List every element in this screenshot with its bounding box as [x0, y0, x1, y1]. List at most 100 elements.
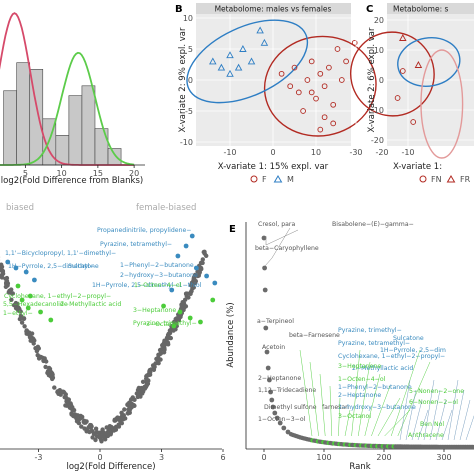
- legend-fn-label: FN: [431, 175, 442, 184]
- rank-point: [262, 287, 268, 293]
- rank-point: [261, 235, 267, 241]
- rank-point: [470, 444, 474, 450]
- volcano-point: [36, 356, 42, 361]
- volcano-point: [3, 276, 8, 281]
- x-tick-label: 3: [159, 453, 164, 462]
- fn-point: [410, 119, 417, 125]
- volcano-point: [135, 394, 140, 400]
- volcano-point: [193, 279, 198, 284]
- legend-f-label: F: [262, 175, 267, 184]
- panel-c-y-label: X-variate 2: 6% expl. var: [367, 27, 377, 132]
- rank-label-blue: 1−Phenyl−2−butanone: [338, 384, 412, 391]
- x-tick-label: -3: [35, 453, 43, 462]
- volcano-point: [157, 347, 163, 353]
- legend-m-label: M: [287, 175, 294, 184]
- x-tick-label: 10: [57, 169, 67, 178]
- rank-label-gray: Acetoin: [262, 344, 285, 351]
- volcano-point: [140, 379, 146, 384]
- volcano-point: [116, 424, 122, 429]
- volcano-point: [0, 275, 5, 280]
- panel-label-b: B: [175, 4, 183, 15]
- y-tick-label: 0: [188, 76, 193, 85]
- panel-d-volcano: Propanedinitrile, propylidene− Pyrazine, …: [0, 227, 218, 444]
- volcano-point: [168, 335, 173, 341]
- leader-line: [459, 399, 471, 441]
- volcano-point: [184, 293, 189, 298]
- volcano-point: [76, 420, 82, 426]
- panel-a-histogram: [0, 12, 135, 166]
- x-tick-label: 200: [376, 453, 391, 462]
- panel-c-scatter: -30 -20 -10 20 10 0 -10 -20: [349, 14, 474, 159]
- volcano-point: [144, 376, 149, 381]
- volcano-point: [119, 421, 125, 426]
- rank-label-blue: 2−hydroxy−3−butanone: [338, 404, 416, 411]
- panel-d-x-label: log2(Fold Difference): [66, 462, 155, 472]
- rank-label-green: 3−Heptanone: [338, 363, 381, 370]
- volcano-label-green: Pyrazine, trimethyl−: [133, 320, 197, 327]
- leader-line: [423, 379, 435, 441]
- volcano-label-blue: 1−Phenyl−2−butanone: [120, 262, 194, 269]
- volcano-point: [169, 328, 174, 333]
- volcano-point: [79, 424, 84, 429]
- x-tick-label: 5: [23, 169, 28, 178]
- volcano-point-blue: [32, 277, 37, 283]
- rank-label-green: Ben Nol: [420, 421, 444, 428]
- volcano-point: [108, 432, 113, 437]
- panel-label-e: E: [229, 224, 236, 235]
- female-point: [295, 89, 302, 96]
- volcano-point: [61, 390, 67, 395]
- female-point: [351, 39, 358, 46]
- rank-point: [263, 325, 269, 331]
- volcano-point-green: [19, 297, 25, 303]
- rank-label-blue: 2−Heptanone: [338, 392, 381, 399]
- leader-line: [264, 227, 291, 267]
- histogram-bar: [16, 62, 31, 166]
- volcano-point: [70, 408, 76, 413]
- legend-fr-label: FR: [460, 175, 471, 184]
- volcano-point-green: [210, 297, 216, 303]
- volcano-label-green: 5,5−Hexadecanolide: [3, 301, 68, 308]
- female-point: [321, 83, 328, 90]
- y-tick-label: -20: [371, 136, 384, 145]
- volcano-point-green: [198, 319, 203, 325]
- leader-line: [390, 349, 421, 437]
- histogram-bar: [107, 148, 122, 166]
- volcano-point: [196, 269, 202, 274]
- volcano-point: [196, 273, 201, 278]
- rank-label-gray: 1,12−Tridecadiene: [258, 387, 316, 394]
- leader-line: [319, 373, 326, 437]
- volcano-point: [200, 260, 205, 266]
- legend-fr-marker: [446, 175, 456, 183]
- male-point: [226, 51, 234, 59]
- volcano-point: [166, 331, 171, 336]
- panel-d-annotation-right: female-biased: [136, 203, 196, 213]
- volcano-point: [29, 337, 34, 343]
- x-tick-label: 0: [97, 453, 102, 462]
- volcano-point: [45, 370, 50, 376]
- y-tick-label: -10: [180, 138, 193, 147]
- volcano-point: [31, 341, 36, 346]
- group-ellipse-red: [349, 31, 435, 117]
- volcano-point: [27, 332, 32, 337]
- volcano-point-green: [177, 309, 183, 315]
- volcano-point-blue: [183, 243, 189, 249]
- female-point: [317, 70, 324, 77]
- volcano-point: [88, 422, 93, 428]
- volcano-label-blue: Sulcatone: [68, 263, 99, 270]
- volcano-point-green: [27, 293, 33, 299]
- rank-label-gray: 1−Octen−3−ol: [258, 416, 306, 423]
- male-point: [239, 45, 247, 52]
- x-tick-label: 6: [220, 453, 225, 462]
- volcano-point: [122, 407, 127, 412]
- leader-line: [357, 361, 371, 437]
- volcano-point-green: [161, 303, 166, 309]
- female-point: [304, 77, 311, 83]
- volcano-point: [55, 389, 60, 395]
- volcano-point: [9, 297, 14, 302]
- female-point: [338, 77, 345, 83]
- legend-m-marker: [273, 175, 283, 183]
- volcano-point: [162, 342, 167, 348]
- rank-label-blue: Pyrazine, trimethyl−: [338, 327, 402, 334]
- volcano-point: [66, 398, 71, 403]
- male-point: [234, 63, 243, 71]
